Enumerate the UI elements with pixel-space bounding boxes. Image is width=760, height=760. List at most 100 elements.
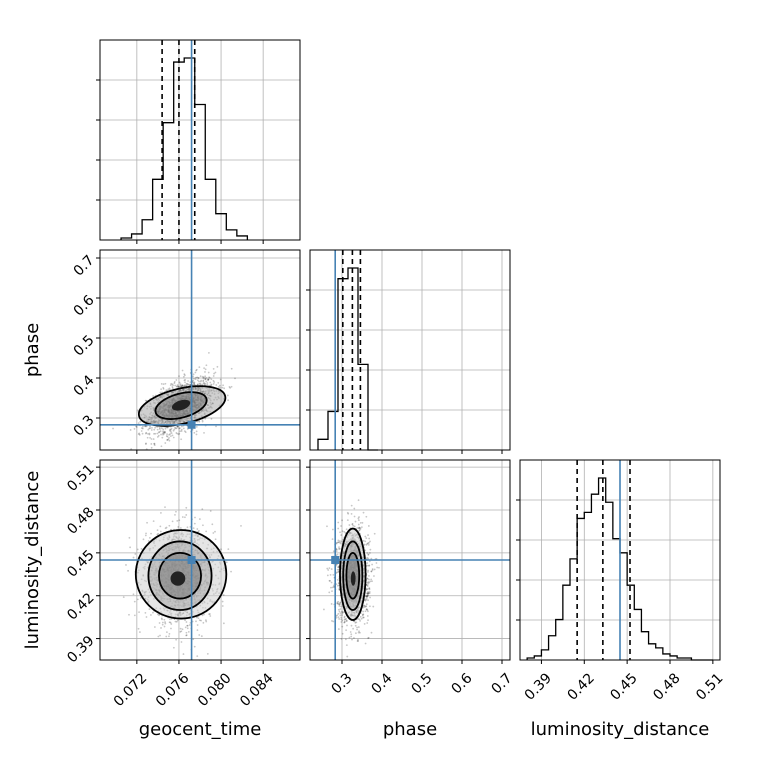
sample-point: [178, 375, 180, 378]
sample-point: [163, 431, 166, 434]
sample-point: [163, 431, 165, 434]
sample-point: [217, 386, 220, 388]
sample-point: [209, 377, 211, 379]
sample-point: [195, 369, 198, 372]
sample-point: [340, 621, 343, 623]
sample-point: [203, 613, 205, 616]
sample-point: [169, 621, 172, 624]
sample-point: [183, 430, 186, 432]
sample-point: [338, 618, 341, 620]
sample-point: [338, 547, 340, 550]
sample-point: [135, 426, 138, 428]
panel-geocent_time-hist: [96, 39, 301, 244]
sample-point: [146, 521, 148, 524]
sample-point: [185, 634, 188, 637]
sample-point: [178, 427, 181, 430]
sample-point: [145, 425, 148, 428]
sample-point: [164, 430, 166, 433]
sample-point: [343, 531, 346, 533]
panel-phase-vs-geocent_time: 0.30.40.50.60.7: [71, 249, 301, 454]
sample-point: [185, 514, 188, 516]
sample-point: [162, 433, 164, 436]
sample-point: [188, 624, 191, 626]
sample-point: [151, 426, 153, 429]
sample-point: [213, 381, 216, 383]
sample-point: [370, 631, 373, 634]
sample-point: [342, 611, 345, 614]
sample-point: [187, 380, 189, 382]
sample-point: [163, 618, 166, 621]
sample-point: [341, 619, 344, 622]
sample-point: [347, 512, 350, 515]
sample-point: [184, 384, 187, 387]
sample-point: [186, 526, 189, 529]
sample-point: [149, 427, 152, 430]
sample-point: [185, 634, 188, 636]
sample-point: [201, 419, 204, 421]
sample-point: [185, 382, 188, 385]
y-tick-label: 0.4: [71, 372, 98, 399]
sample-point: [180, 438, 183, 441]
sample-point: [227, 399, 230, 402]
sample-point: [128, 613, 130, 616]
sample-point: [194, 376, 197, 379]
sample-point: [159, 430, 162, 433]
sample-point: [351, 638, 353, 641]
sample-point: [341, 612, 344, 615]
sample-point: [135, 425, 137, 428]
sample-point: [196, 376, 199, 379]
panel-frame: [99, 39, 301, 241]
sample-point: [194, 378, 197, 381]
sample-point: [365, 588, 368, 591]
sample-point: [367, 569, 370, 572]
sample-point: [202, 382, 205, 385]
sample-point: [166, 433, 168, 435]
sample-point: [366, 588, 369, 590]
sample-point: [358, 516, 360, 518]
sample-point: [214, 371, 217, 374]
sample-point: [230, 570, 232, 573]
sample-point: [367, 525, 370, 527]
sample-point: [371, 563, 373, 566]
sample-point: [169, 435, 172, 438]
sample-point: [367, 564, 370, 567]
sample-point: [328, 579, 331, 582]
sample-point: [156, 529, 159, 531]
sample-point: [152, 395, 155, 397]
histogram-step: [317, 267, 378, 451]
sample-point: [195, 425, 198, 428]
sample-point: [339, 612, 342, 615]
plot-area: [100, 460, 300, 660]
sample-point: [358, 527, 360, 529]
sample-point: [348, 636, 351, 639]
sample-point: [158, 426, 161, 429]
sample-point: [186, 624, 189, 627]
sample-point: [335, 616, 338, 619]
sample-point: [360, 617, 363, 620]
sample-point: [176, 384, 179, 386]
sample-point: [215, 384, 218, 386]
sample-point: [205, 380, 208, 383]
sample-point: [142, 538, 145, 541]
sample-point: [223, 387, 226, 390]
sample-point: [204, 378, 207, 381]
sample-point: [170, 627, 172, 630]
sample-point: [164, 621, 166, 623]
sample-point: [362, 511, 365, 514]
sample-point: [179, 430, 181, 433]
sample-point: [196, 383, 199, 386]
sample-point: [359, 521, 362, 524]
sample-point: [164, 427, 167, 430]
sample-point: [170, 427, 173, 430]
sample-point: [196, 528, 199, 530]
sample-point: [221, 600, 224, 603]
sample-point: [368, 592, 371, 595]
sample-point: [200, 635, 203, 638]
sample-point: [367, 557, 370, 560]
sample-point: [354, 621, 357, 624]
sample-point: [181, 385, 184, 387]
sample-point: [193, 377, 195, 380]
sample-point: [336, 602, 339, 605]
sample-point: [136, 598, 139, 601]
